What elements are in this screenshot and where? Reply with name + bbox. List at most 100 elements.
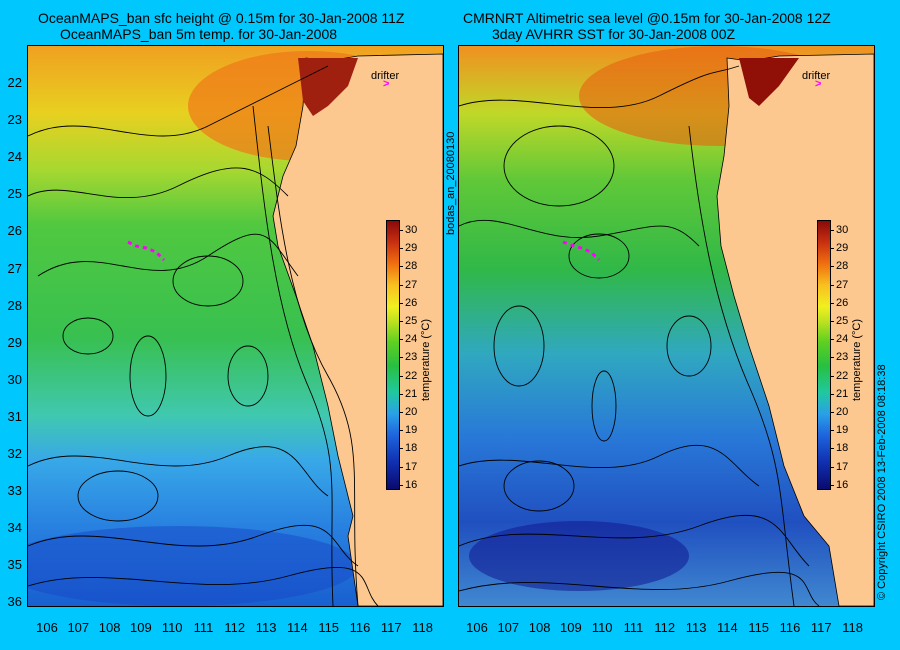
x-tick-label: 115: [318, 620, 340, 635]
side-run-label: bodas_an_20080130: [445, 131, 457, 235]
x-tick-label: 107: [67, 620, 90, 635]
colorbar-tick-label: 20: [405, 406, 418, 418]
colorbar-tick-label: 26: [836, 296, 849, 309]
x-tick-label: 117: [380, 620, 402, 635]
x-tick-label: 115: [748, 620, 770, 635]
colorbar-tick-mark: [399, 248, 403, 250]
colorbar-tick-label: 21: [836, 387, 849, 400]
y-tick-label: 23: [7, 112, 22, 128]
y-tick-label: 31: [7, 408, 22, 424]
left-drifter-track: [127, 240, 166, 262]
y-tick-label: 30: [7, 371, 22, 387]
right-contours: [459, 65, 820, 606]
colorbar-tick-label: 23: [405, 351, 418, 364]
colorbar-tick-label: 25: [405, 315, 418, 327]
y-tick-label: 24: [7, 149, 22, 165]
colorbar-tick-label: 29: [405, 242, 418, 255]
right-land-hot-coast: [739, 58, 799, 106]
copyright-label: © Copyright CSIRO 2008 13-Feb-2008 08:18…: [876, 364, 888, 600]
left-map-panel: drifter > temperature (°C): [27, 45, 444, 607]
right-cool-patch: [469, 521, 689, 591]
colorbar-tick-mark: [830, 448, 834, 450]
left-title-line1: OceanMAPS_ban sfc height @ 0.15m for 30-…: [38, 10, 405, 26]
left-colorbar: [386, 220, 400, 490]
left-land: [272, 53, 443, 606]
x-tick-label: 110: [591, 620, 613, 635]
x-tick-label: 106: [36, 620, 58, 635]
colorbar-tick-label: 22: [405, 369, 418, 382]
x-tick-label: 113: [255, 620, 277, 635]
colorbar-tick-label: 24: [405, 333, 418, 346]
left-contours: [28, 65, 379, 606]
y-tick-label: 28: [7, 297, 22, 313]
colorbar-tick-mark: [830, 284, 834, 286]
colorbar-tick-label: 18: [836, 442, 849, 455]
colorbar-tick-label: 18: [405, 442, 418, 455]
colorbar-tick-label: 28: [405, 260, 418, 273]
x-tick-label: 108: [528, 620, 551, 635]
y-tick-label: 25: [7, 186, 22, 202]
colorbar-tick-mark: [830, 484, 834, 486]
colorbar-tick-label: 29: [836, 242, 849, 255]
x-tick-label: 107: [497, 620, 520, 635]
y-tick-label: 36: [7, 594, 22, 610]
colorbar-tick-mark: [830, 248, 834, 250]
x-tick-label: 110: [161, 620, 183, 635]
colorbar-tick-label: 20: [836, 406, 849, 418]
colorbar-tick-mark: [830, 375, 834, 377]
colorbar-tick-mark: [399, 393, 403, 395]
colorbar-tick-mark: [399, 284, 403, 286]
colorbar-tick-label: 27: [405, 278, 418, 291]
x-tick-label: 113: [685, 620, 707, 635]
left-map-svg: [28, 46, 443, 606]
x-tick-label: 112: [224, 620, 246, 635]
colorbar-tick-mark: [830, 466, 834, 468]
colorbar-tick-mark: [830, 412, 834, 413]
right-map-panel: drifter > temperature (°C): [458, 45, 875, 607]
colorbar-tick-label: 16: [836, 478, 849, 491]
colorbar-tick-label: 30: [405, 224, 418, 236]
x-tick-label: 116: [779, 620, 801, 635]
y-tick-label: 34: [7, 520, 22, 536]
colorbar-tick-mark: [399, 230, 403, 231]
x-tick-label: 114: [717, 620, 738, 635]
colorbar-tick-label: 26: [405, 296, 418, 309]
colorbar-tick-mark: [399, 484, 403, 486]
colorbar-tick-mark: [399, 448, 403, 450]
y-tick-label: 32: [7, 446, 22, 461]
colorbar-tick-mark: [830, 266, 834, 268]
left-land-hot-coast: [298, 58, 358, 116]
y-tick-label: 29: [7, 334, 22, 350]
x-tick-label: 108: [98, 620, 121, 635]
left-cool-patch: [28, 526, 358, 606]
colorbar-tick-mark: [399, 339, 403, 341]
right-title-line1: CMRNRT Altimetric sea level @0.15m for 3…: [463, 10, 831, 26]
colorbar-tick-label: 17: [405, 460, 418, 473]
colorbar-tick-mark: [399, 412, 403, 413]
colorbar-tick-mark: [830, 321, 834, 322]
y-tick-label: 26: [7, 223, 22, 239]
right-drifter-marker: >: [815, 78, 822, 90]
right-colorbar: [817, 220, 831, 490]
x-tick-label: 118: [842, 620, 863, 635]
left-title-line2: OceanMAPS_ban 5m temp. for 30-Jan-2008: [60, 26, 338, 42]
colorbar-tick-label: 22: [836, 369, 849, 382]
x-tick-label: 117: [810, 620, 832, 635]
y-tick-label: 27: [7, 260, 22, 276]
right-map-svg: [459, 46, 874, 606]
colorbar-tick-label: 28: [836, 260, 849, 273]
colorbar-tick-label: 25: [836, 315, 849, 327]
colorbar-tick-label: 19: [836, 424, 849, 437]
x-tick-label: 116: [349, 620, 371, 635]
x-tick-label: 109: [560, 620, 582, 635]
colorbar-tick-mark: [830, 230, 834, 231]
y-tick-label: 35: [7, 557, 22, 573]
colorbar-tick-label: 21: [405, 387, 418, 400]
colorbar-tick-mark: [399, 430, 403, 432]
colorbar-tick-label: 27: [836, 278, 849, 291]
left-drifter-marker: >: [383, 78, 390, 90]
x-tick-label: 106: [466, 620, 488, 635]
colorbar-tick-label: 16: [405, 478, 418, 491]
colorbar-tick-label: 17: [836, 460, 849, 473]
x-tick-label: 111: [623, 620, 644, 635]
